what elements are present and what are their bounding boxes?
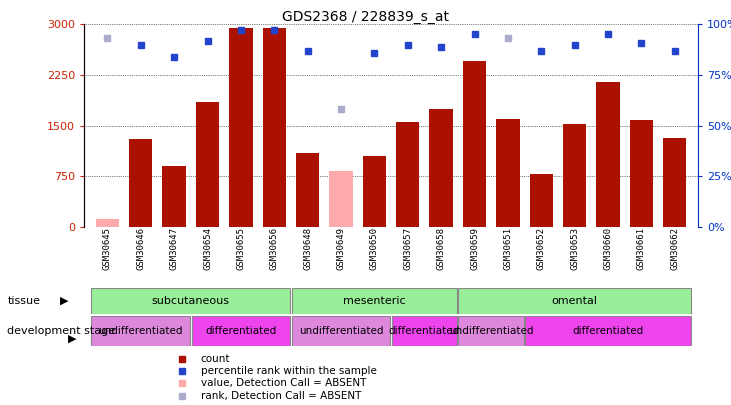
Bar — [91, 316, 190, 346]
Text: GSM30646: GSM30646 — [136, 227, 145, 270]
Bar — [458, 288, 691, 314]
Bar — [463, 62, 486, 227]
Text: GSM30654: GSM30654 — [203, 227, 212, 270]
Bar — [563, 124, 586, 227]
Text: undifferentiated: undifferentiated — [99, 326, 183, 336]
Bar — [292, 316, 390, 346]
Bar — [629, 120, 653, 227]
Text: GSM30651: GSM30651 — [504, 227, 512, 270]
Bar — [230, 28, 253, 227]
Bar — [91, 288, 290, 314]
Bar — [330, 171, 352, 227]
Text: ▶: ▶ — [68, 333, 77, 343]
Text: GDS2368 / 228839_s_at: GDS2368 / 228839_s_at — [282, 10, 449, 24]
Bar — [596, 82, 620, 227]
Text: GSM30660: GSM30660 — [604, 227, 613, 270]
Bar — [363, 156, 386, 227]
Text: GSM30650: GSM30650 — [370, 227, 379, 270]
Text: differentiated: differentiated — [572, 326, 643, 336]
Text: GSM30661: GSM30661 — [637, 227, 646, 270]
Text: mesenteric: mesenteric — [343, 296, 406, 306]
Bar — [262, 28, 286, 227]
Bar — [396, 122, 420, 227]
Text: tissue: tissue — [7, 296, 40, 305]
Text: undifferentiated: undifferentiated — [299, 326, 383, 336]
Text: differentiated: differentiated — [205, 326, 276, 336]
Text: GSM30653: GSM30653 — [570, 227, 579, 270]
Text: GSM30652: GSM30652 — [537, 227, 546, 270]
Bar — [292, 288, 457, 314]
Text: development stage: development stage — [7, 326, 115, 336]
Bar — [392, 316, 457, 346]
Text: GSM30649: GSM30649 — [336, 227, 346, 270]
Text: ▶: ▶ — [60, 296, 69, 305]
Text: GSM30658: GSM30658 — [436, 227, 446, 270]
Bar — [192, 316, 290, 346]
Bar — [196, 102, 219, 227]
Text: GSM30645: GSM30645 — [103, 227, 112, 270]
Text: GSM30647: GSM30647 — [170, 227, 178, 270]
Text: differentiated: differentiated — [389, 326, 460, 336]
Text: value, Detection Call = ABSENT: value, Detection Call = ABSENT — [201, 378, 366, 388]
Bar — [663, 138, 686, 227]
Bar — [162, 166, 186, 227]
Bar — [96, 219, 119, 227]
Text: GSM30662: GSM30662 — [670, 227, 679, 270]
Bar — [429, 109, 452, 227]
Text: percentile rank within the sample: percentile rank within the sample — [201, 366, 376, 376]
Text: GSM30648: GSM30648 — [303, 227, 312, 270]
Bar — [526, 316, 691, 346]
Text: undifferentiated: undifferentiated — [449, 326, 534, 336]
Bar — [529, 174, 553, 227]
Bar — [458, 316, 524, 346]
Text: omental: omental — [552, 296, 598, 306]
Text: GSM30659: GSM30659 — [470, 227, 479, 270]
Text: rank, Detection Call = ABSENT: rank, Detection Call = ABSENT — [201, 391, 361, 401]
Text: GSM30657: GSM30657 — [404, 227, 412, 270]
Bar — [296, 153, 319, 227]
Text: GSM30655: GSM30655 — [236, 227, 246, 270]
Text: GSM30656: GSM30656 — [270, 227, 279, 270]
Bar — [496, 119, 520, 227]
Text: subcutaneous: subcutaneous — [152, 296, 230, 306]
Bar — [129, 139, 153, 227]
Text: count: count — [201, 354, 230, 364]
